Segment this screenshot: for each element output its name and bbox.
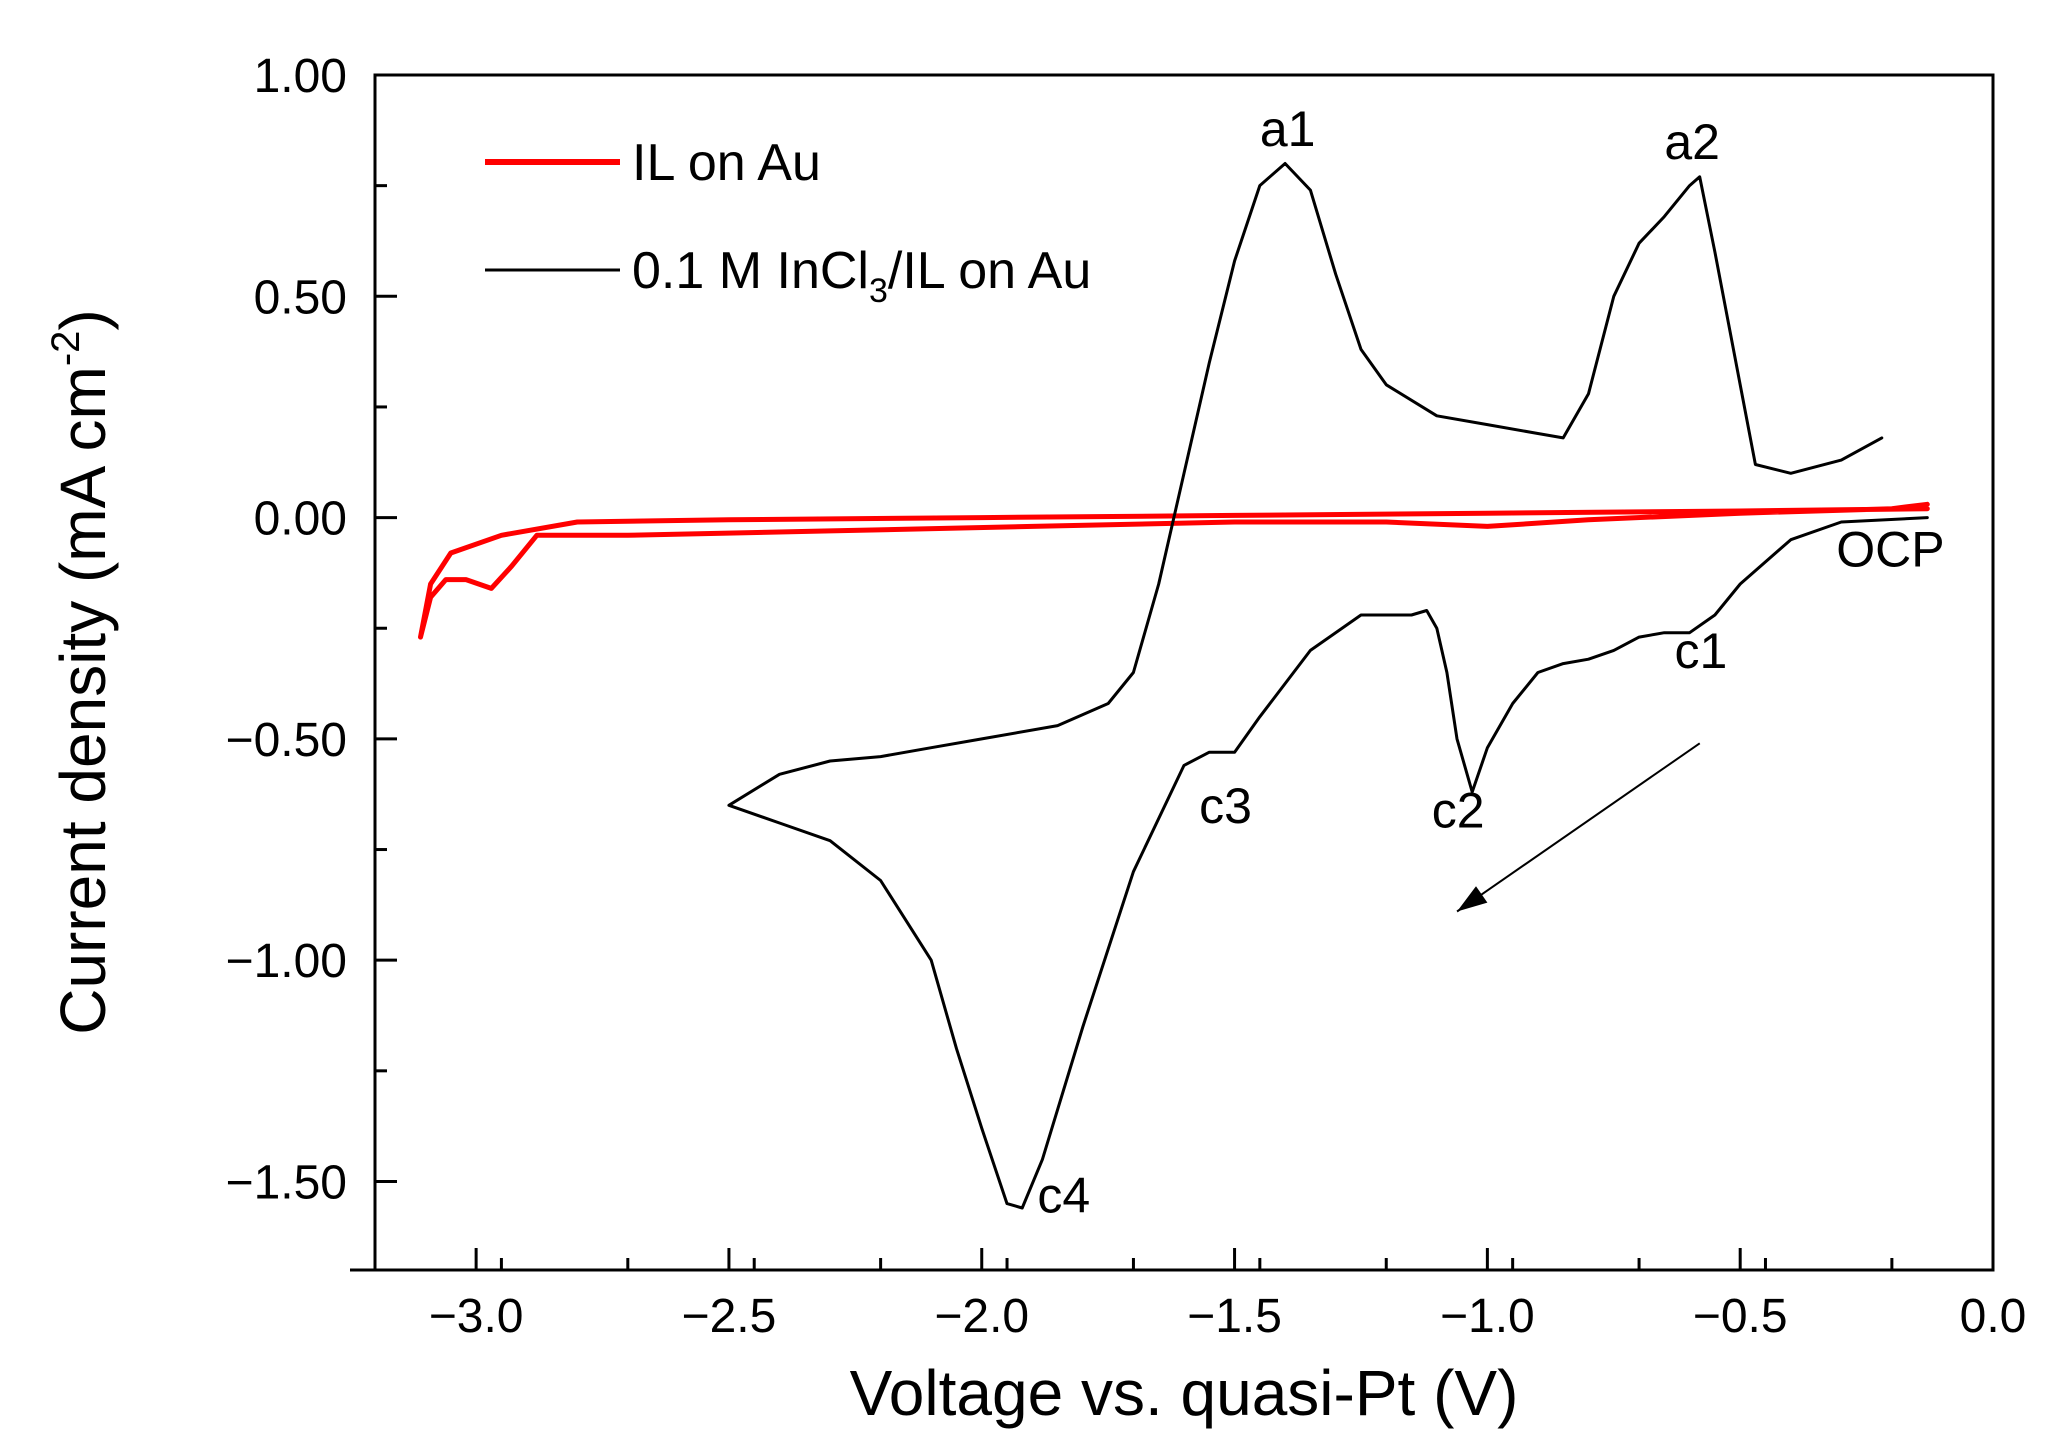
y-tick-label: −1.50	[226, 1156, 347, 1209]
plot-frame	[373, 73, 1995, 1272]
x-tick-label: −1.0	[1440, 1290, 1535, 1343]
legend-label-incl3: 0.1 M InCl3/IL on Au	[632, 242, 1091, 310]
y-tick-label: 0.00	[254, 493, 347, 546]
y-axis-title: Current density (mA cm-2)	[44, 309, 119, 1035]
peak-annotations: a1 a2 OCP c1 c2 c3 c4	[1037, 101, 1944, 1224]
x-tick-label: −3.0	[429, 1290, 524, 1343]
arrow-shaft	[1456, 742, 1701, 913]
annotation-a2: a2	[1664, 114, 1720, 170]
annotation-c1: c1	[1674, 623, 1727, 679]
x-tick-label: 0.0	[1960, 1290, 2027, 1343]
x-tick-label: −0.5	[1693, 1290, 1788, 1343]
series-line-incl3-il-on-au	[727, 162, 1929, 1210]
x-axis-tick-labels: −3.0 −2.5 −2.0 −1.5 −1.0 −0.5 0.0	[429, 1290, 2027, 1343]
annotation-a1: a1	[1260, 101, 1316, 157]
series-layer	[418, 162, 1930, 1210]
x-axis-title: Voltage vs. quasi-Pt (V)	[850, 1357, 1519, 1429]
y-tick-label: −1.00	[226, 935, 347, 988]
y-tick-label: −0.50	[226, 714, 347, 767]
legend-label-il-on-au: IL on Au	[632, 134, 821, 192]
annotation-c4: c4	[1037, 1167, 1090, 1223]
annotation-c2: c2	[1432, 782, 1485, 838]
y-axis-tick-labels: 1.00 0.50 0.00 −0.50 −1.00 −1.50	[226, 50, 347, 1209]
x-tick-label: −2.0	[934, 1290, 1029, 1343]
annotation-ocp: OCP	[1836, 521, 1944, 577]
legend: IL on Au 0.1 M InCl3/IL on Au	[485, 134, 1091, 310]
x-tick-label: −1.5	[1187, 1290, 1282, 1343]
y-tick-label: 0.50	[254, 271, 347, 324]
arrow-head	[1457, 886, 1488, 912]
x-tick-label: −2.5	[682, 1290, 777, 1343]
axis-ticks	[350, 73, 1995, 1272]
y-tick-label: 1.00	[254, 50, 347, 103]
scan-direction-arrow	[1456, 742, 1701, 913]
annotation-c3: c3	[1199, 778, 1252, 834]
series-line-il-on-au	[418, 501, 1930, 640]
